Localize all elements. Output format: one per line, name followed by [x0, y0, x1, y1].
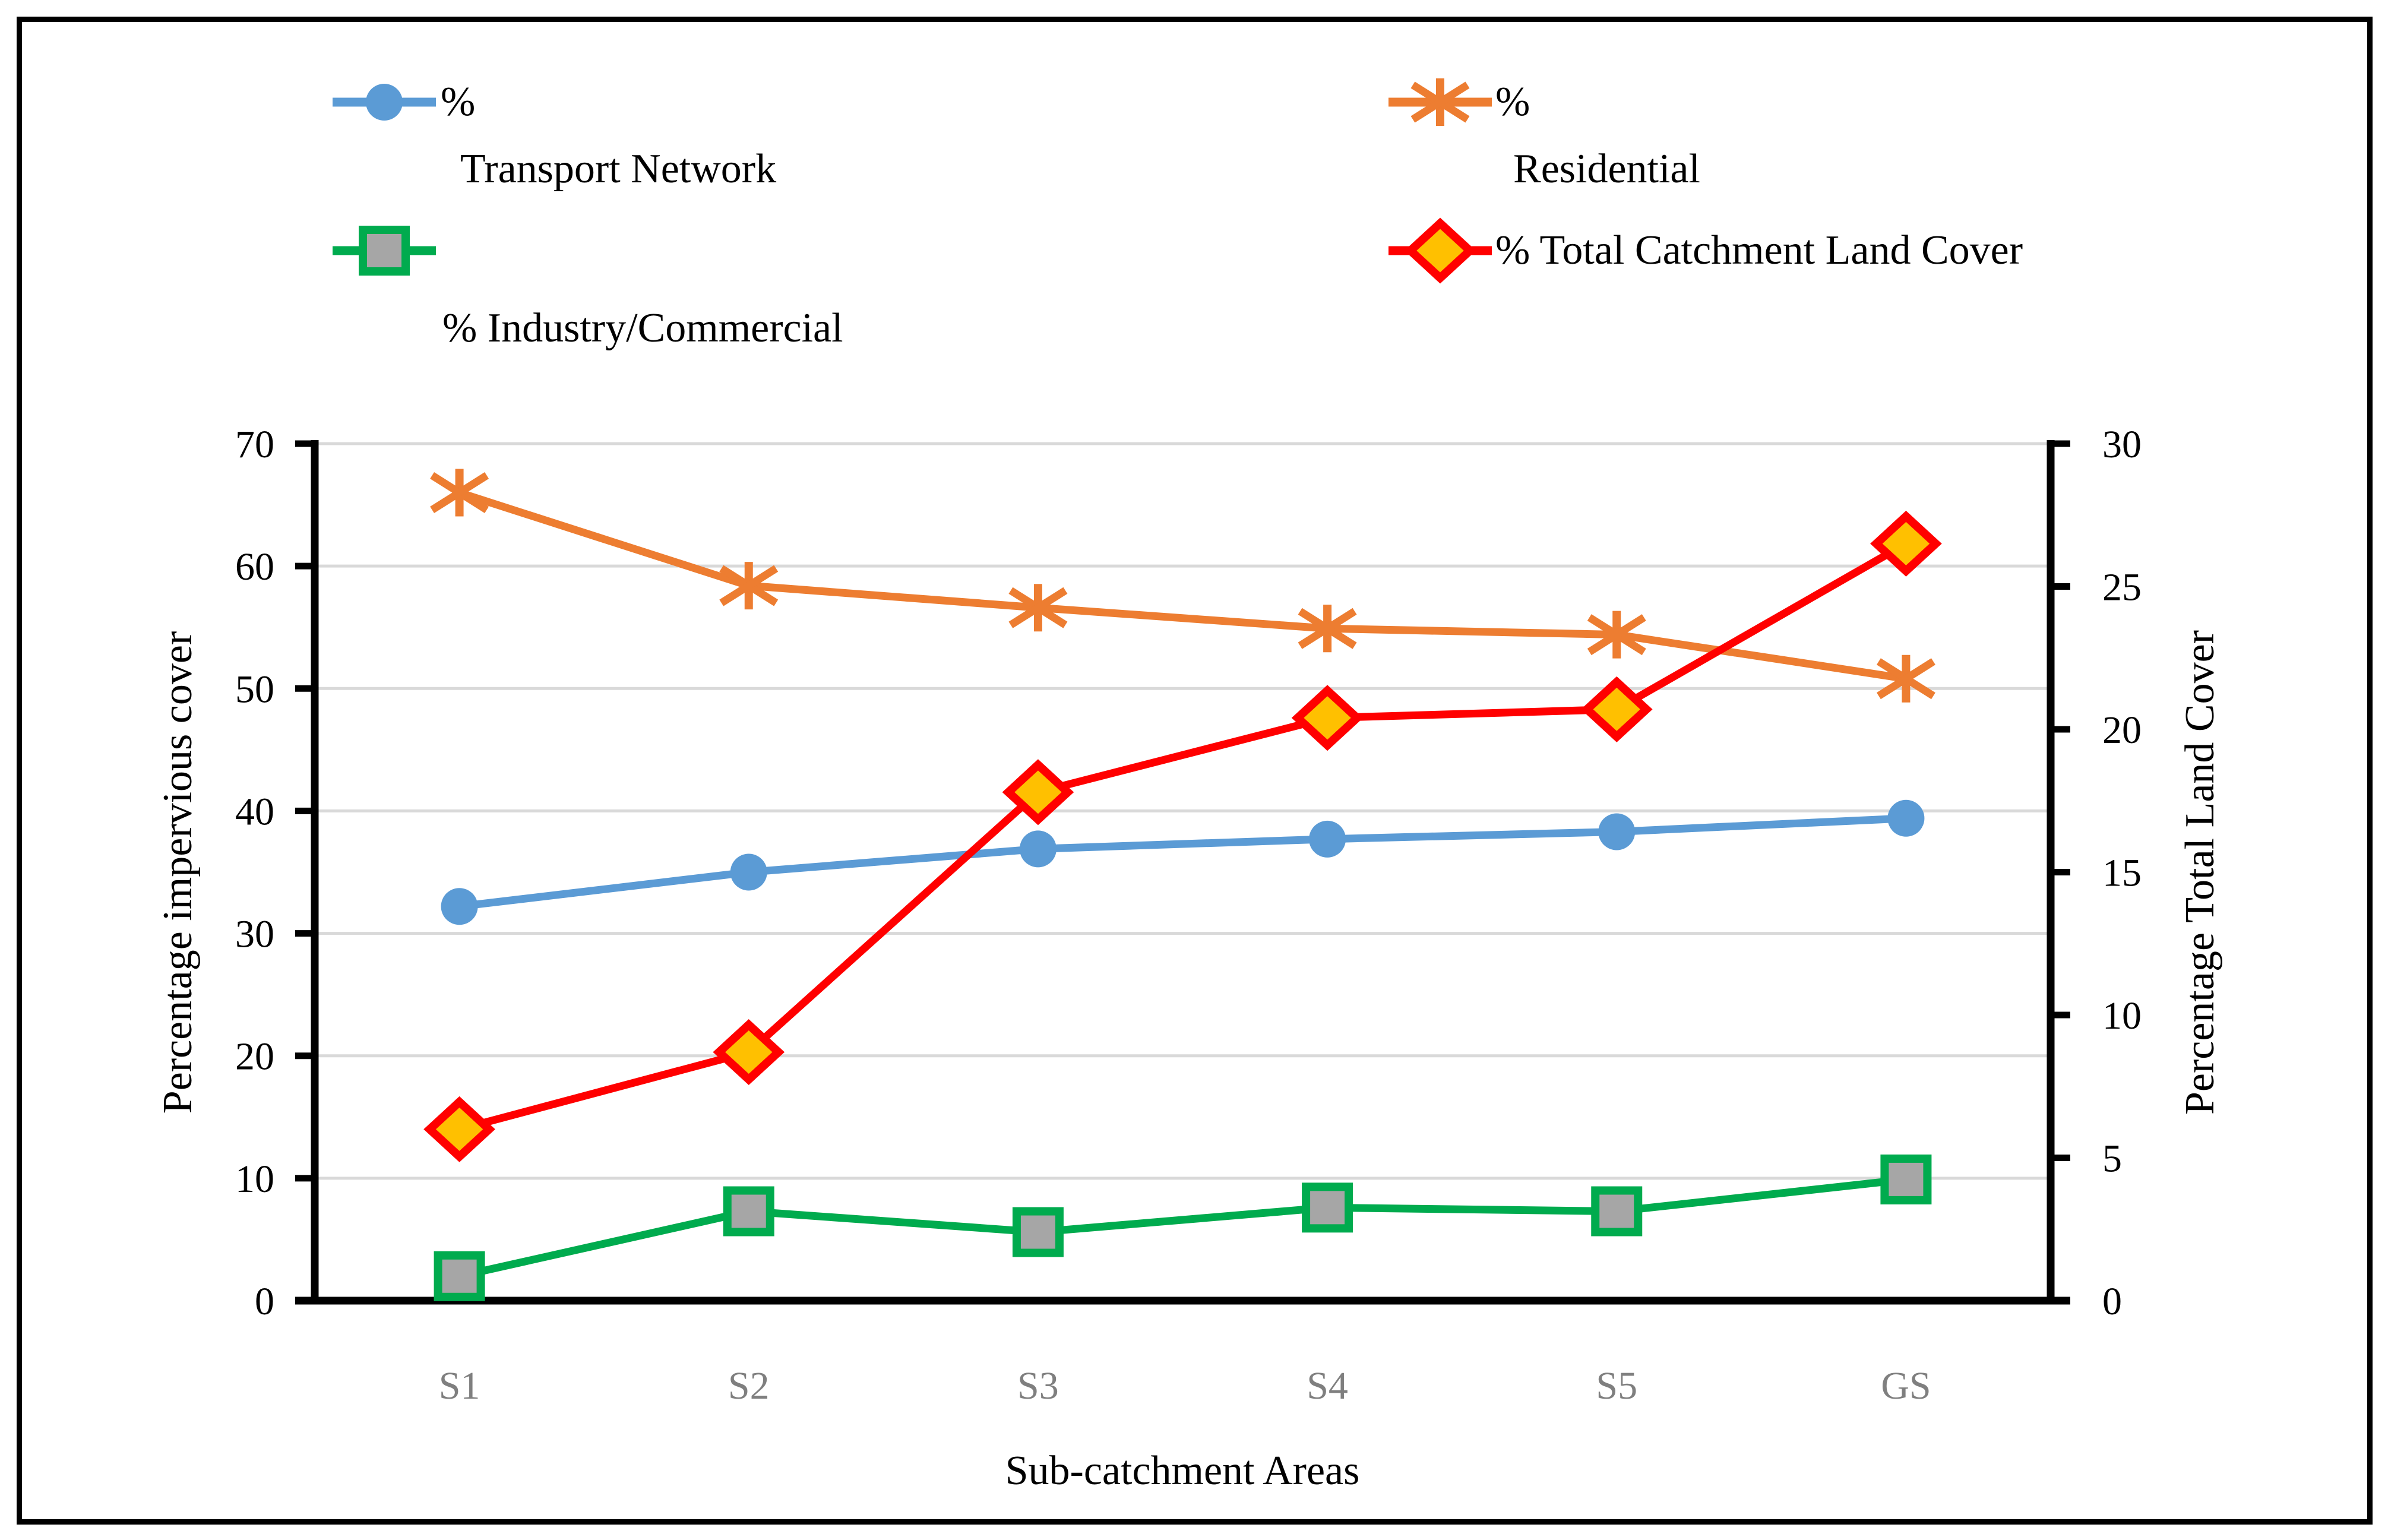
- asterisk-marker-icon: [1298, 605, 1357, 653]
- legend-label-residential-line2: Residential: [1513, 146, 1700, 192]
- x-category-label: S2: [728, 1364, 770, 1408]
- legend-label-transport-line1: %: [441, 79, 476, 125]
- legend-label-total: % Total Catchment Land Cover: [1495, 227, 2023, 273]
- total-catchment-marker-icon: [1388, 217, 1492, 284]
- circle-marker-icon: [730, 853, 767, 891]
- residential-marker-icon: [1388, 78, 1492, 126]
- square-marker-icon: [1012, 1207, 1064, 1257]
- x-category-label: S4: [1307, 1364, 1348, 1408]
- diamond-marker-icon: [1291, 685, 1364, 751]
- circle-marker-icon: [441, 888, 478, 925]
- square-marker-icon: [359, 226, 410, 276]
- x-category-label: S1: [439, 1364, 480, 1408]
- square-marker-icon: [1880, 1154, 1932, 1204]
- asterisk-marker-icon: [1587, 611, 1646, 659]
- asterisk-marker-icon: [1876, 654, 1935, 703]
- square-marker-icon: [434, 1251, 485, 1301]
- y-right-tick-label: 15: [2102, 852, 2142, 895]
- y-left-tick-label: 10: [235, 1158, 274, 1201]
- y-right-tick-label: 5: [2102, 1137, 2122, 1181]
- asterisk-marker-icon: [1008, 584, 1068, 632]
- y-right-tick-label: 0: [2102, 1280, 2122, 1323]
- y-left-tick-label: 30: [235, 913, 274, 956]
- circle-marker-icon: [1309, 820, 1346, 858]
- asterisk-marker-icon: [1410, 78, 1470, 126]
- diamond-marker-icon: [1580, 676, 1653, 742]
- square-marker-icon: [1591, 1186, 1643, 1237]
- transport-network-marker-icon: [333, 84, 436, 121]
- circle-marker-icon: [366, 84, 403, 121]
- y-left-tick-label: 70: [235, 423, 274, 466]
- industry-commercial-marker-icon: [333, 226, 436, 276]
- diamond-marker-icon: [1870, 510, 1942, 577]
- y-left-tick-label: 20: [235, 1035, 274, 1079]
- x-axis-title: Sub-catchment Areas: [1005, 1448, 1360, 1494]
- circle-marker-icon: [1019, 830, 1057, 868]
- series-line: [458, 1175, 1907, 1280]
- series-line: [458, 540, 1908, 1133]
- asterisk-marker-icon: [430, 469, 489, 517]
- x-category-label: GS: [1881, 1364, 1931, 1408]
- y-right-tick-label: 30: [2102, 423, 2142, 466]
- legend-label-residential-line1: %: [1495, 79, 1530, 125]
- series-line: [458, 814, 1906, 910]
- y-left-tick-label: 0: [255, 1280, 274, 1323]
- y-right-tick-label: 10: [2102, 994, 2142, 1038]
- asterisk-marker-icon: [719, 562, 779, 610]
- diamond-marker-icon: [1002, 759, 1074, 826]
- x-category-label: S5: [1596, 1364, 1637, 1408]
- circle-marker-icon: [1598, 813, 1636, 850]
- y-left-tick-label: 40: [235, 790, 274, 833]
- diamond-marker-icon: [713, 1019, 785, 1086]
- series-line: [458, 489, 1907, 683]
- legend-label-transport-line2: Transport Network: [460, 146, 777, 192]
- y-right-tick-label: 20: [2102, 709, 2142, 752]
- square-marker-icon: [1302, 1182, 1353, 1233]
- circle-marker-icon: [1887, 799, 1925, 837]
- square-marker-icon: [723, 1186, 774, 1237]
- x-category-label: S3: [1017, 1364, 1059, 1408]
- diamond-marker-icon: [1404, 217, 1476, 284]
- y-left-tick-label: 50: [235, 668, 274, 711]
- y-right-tick-label: 25: [2102, 566, 2142, 609]
- legend-label-industry: % Industry/Commercial: [442, 305, 843, 351]
- diamond-marker-icon: [423, 1096, 495, 1162]
- y-left-tick-label: 60: [235, 545, 274, 589]
